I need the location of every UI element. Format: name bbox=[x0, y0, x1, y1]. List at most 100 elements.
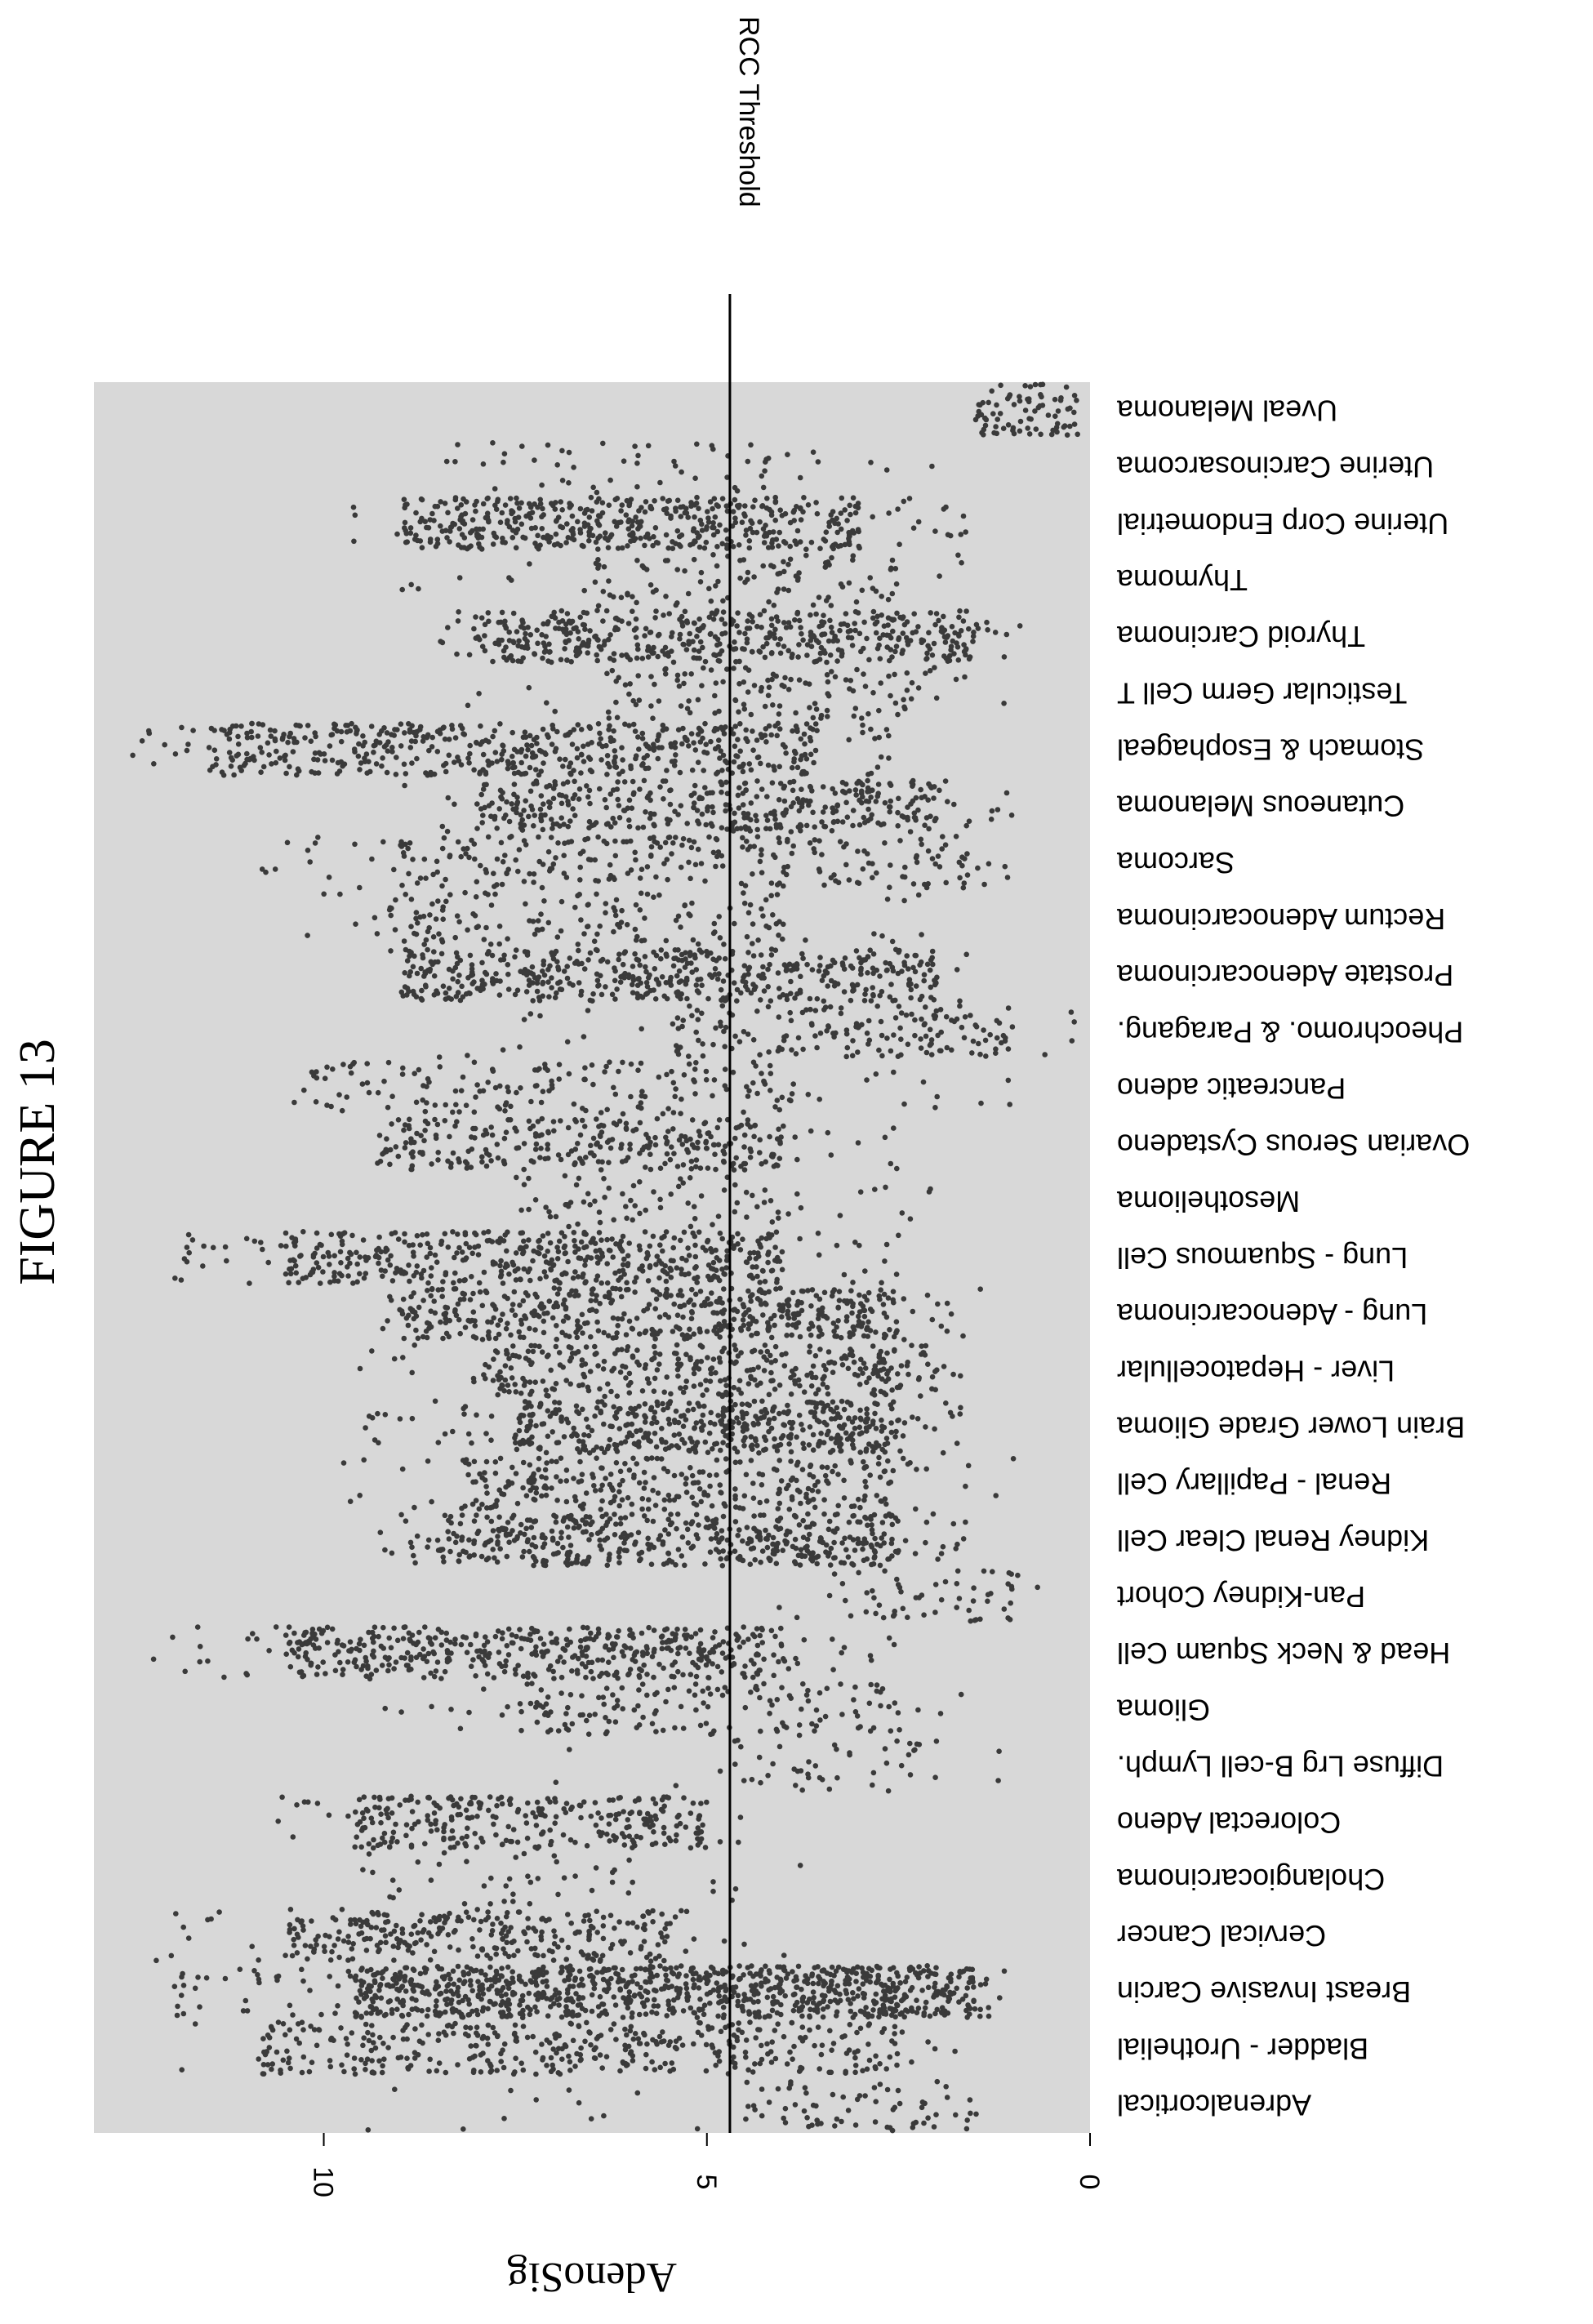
data-point bbox=[576, 1655, 581, 1662]
data-point bbox=[665, 1405, 670, 1411]
data-point bbox=[865, 1289, 872, 1296]
data-point bbox=[799, 1467, 806, 1472]
data-point bbox=[850, 2015, 857, 2020]
data-point bbox=[919, 1343, 924, 1349]
data-point bbox=[881, 1531, 888, 1537]
data-point bbox=[579, 1362, 585, 1369]
data-point bbox=[715, 2013, 721, 2019]
data-point bbox=[665, 1416, 672, 1422]
data-point bbox=[487, 1964, 493, 1970]
data-point bbox=[718, 1378, 723, 1384]
data-point bbox=[518, 1521, 524, 1528]
data-point bbox=[269, 2066, 274, 2072]
data-point bbox=[332, 1667, 339, 1674]
data-point bbox=[296, 1646, 302, 1652]
data-point bbox=[490, 1921, 496, 1927]
data-point bbox=[449, 1828, 456, 1834]
data-point bbox=[451, 1981, 457, 1988]
data-point bbox=[632, 1289, 638, 1295]
data-point bbox=[895, 1418, 901, 1423]
data-point bbox=[861, 1333, 867, 1339]
data-point bbox=[431, 1810, 438, 1816]
data-point bbox=[197, 1658, 202, 1665]
data-point bbox=[710, 1966, 716, 1971]
data-point bbox=[990, 1569, 995, 1574]
data-point bbox=[625, 1890, 632, 1896]
data-point bbox=[601, 2113, 607, 2119]
data-point bbox=[847, 2022, 853, 2028]
data-point bbox=[284, 2048, 290, 2055]
data-point bbox=[393, 1659, 399, 1665]
data-point bbox=[474, 1814, 480, 1819]
data-point bbox=[524, 1681, 530, 1687]
data-point bbox=[641, 2030, 647, 2037]
data-point bbox=[733, 1632, 739, 1637]
data-point bbox=[544, 1996, 550, 2001]
data-point bbox=[688, 1634, 695, 1640]
data-point bbox=[662, 1446, 669, 1452]
data-point bbox=[408, 1666, 414, 1672]
data-point bbox=[679, 1471, 685, 1477]
data-point bbox=[616, 1406, 622, 1412]
data-point bbox=[529, 1542, 535, 1548]
data-point bbox=[855, 1993, 861, 1999]
data-point bbox=[547, 1827, 553, 1833]
data-point bbox=[381, 1839, 388, 1845]
data-point bbox=[683, 1476, 689, 1481]
data-point bbox=[783, 1485, 790, 1492]
data-point bbox=[412, 1560, 418, 1566]
data-point bbox=[696, 1469, 703, 1475]
data-point bbox=[852, 1371, 858, 1378]
data-point bbox=[652, 1956, 659, 1961]
data-point bbox=[585, 1912, 591, 1918]
data-point bbox=[326, 1812, 332, 1819]
data-point bbox=[882, 1568, 888, 1574]
data-point bbox=[553, 1343, 559, 1350]
data-point bbox=[380, 1975, 385, 1981]
data-point bbox=[498, 1920, 504, 1926]
data-point bbox=[785, 1971, 791, 1977]
data-point bbox=[848, 1613, 854, 1619]
data-point bbox=[778, 1478, 785, 1484]
data-point bbox=[461, 1970, 466, 1975]
data-point bbox=[797, 1333, 803, 1340]
data-point bbox=[639, 1506, 645, 1512]
data-point bbox=[670, 1631, 676, 1636]
data-point bbox=[537, 1811, 543, 1818]
data-point bbox=[552, 1796, 558, 1801]
data-point bbox=[743, 2037, 750, 2043]
data-point bbox=[937, 1711, 944, 1716]
data-point bbox=[441, 1559, 447, 1565]
data-point bbox=[478, 2069, 484, 2075]
data-point bbox=[524, 1939, 530, 1945]
data-point bbox=[954, 1440, 960, 1446]
data-point bbox=[870, 1782, 875, 1788]
data-point bbox=[703, 1662, 710, 1668]
data-point bbox=[517, 1627, 523, 1632]
data-point bbox=[731, 1316, 737, 1322]
data-point bbox=[588, 1668, 594, 1675]
data-point bbox=[347, 1639, 354, 1645]
data-point bbox=[743, 1471, 750, 1478]
data-point bbox=[520, 2012, 526, 2018]
data-point bbox=[505, 1703, 510, 1710]
data-point bbox=[525, 1925, 532, 1931]
data-point bbox=[492, 1459, 499, 1465]
data-point bbox=[381, 2012, 388, 2019]
data-point bbox=[694, 2126, 701, 2132]
data-point bbox=[619, 1941, 625, 1947]
data-point bbox=[625, 1494, 631, 1501]
data-point bbox=[870, 1587, 875, 1594]
data-point bbox=[883, 1501, 889, 1507]
data-point bbox=[693, 1420, 700, 1426]
data-point bbox=[784, 1333, 790, 1338]
data-point bbox=[723, 1986, 729, 1992]
data-point bbox=[555, 1944, 561, 1950]
data-point bbox=[601, 1329, 607, 1336]
data-point bbox=[750, 1495, 757, 1501]
data-point bbox=[715, 2053, 721, 2059]
data-point bbox=[570, 1654, 576, 1660]
data-point bbox=[747, 1321, 753, 1327]
data-point bbox=[683, 1948, 689, 1954]
data-point bbox=[696, 1522, 701, 1528]
